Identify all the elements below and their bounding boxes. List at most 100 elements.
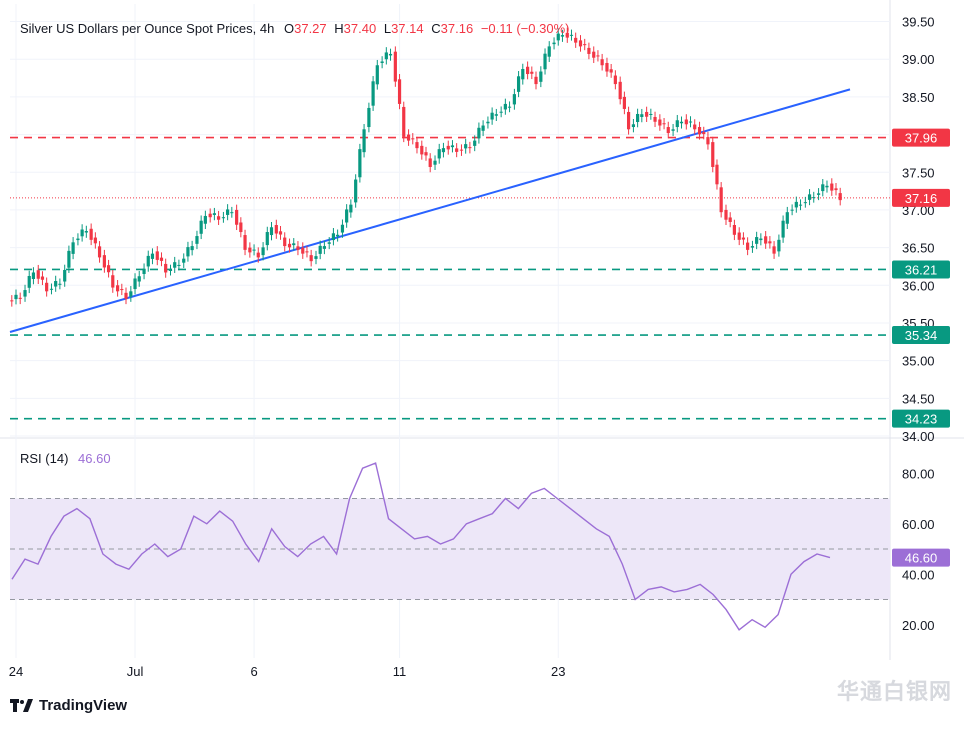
candle-body xyxy=(14,294,18,300)
candle-body xyxy=(583,44,587,46)
candle-body xyxy=(446,145,450,150)
candle-body xyxy=(397,79,402,104)
candle-body xyxy=(530,71,534,74)
rsi-label: RSI (14) xyxy=(20,451,69,466)
time-tick-label: Jul xyxy=(127,664,144,679)
candle-body xyxy=(459,149,464,151)
candle-body xyxy=(230,212,234,214)
candle-body xyxy=(120,289,124,291)
tradingview-logo-icon xyxy=(10,698,33,712)
candle-body xyxy=(732,225,736,235)
candle-body xyxy=(759,238,763,241)
level-badge xyxy=(892,260,950,279)
open-label: O xyxy=(283,21,295,36)
candle-body xyxy=(473,140,477,146)
candle-body xyxy=(248,247,252,253)
candle-body xyxy=(411,138,415,140)
candle-body xyxy=(278,231,283,235)
candle-body xyxy=(124,292,128,299)
candle-body xyxy=(534,76,538,85)
candle-body xyxy=(600,59,604,66)
candle-body xyxy=(58,283,62,285)
candle-body xyxy=(203,215,207,224)
candle-body xyxy=(697,127,702,135)
rsi-value-badge xyxy=(892,548,950,567)
candle-body xyxy=(84,231,88,233)
candle-body xyxy=(578,40,583,47)
high-label: H xyxy=(334,21,344,36)
rsi-series-line xyxy=(11,462,831,631)
level-badge xyxy=(892,188,950,207)
candle-body xyxy=(54,281,58,287)
candle-body xyxy=(261,247,265,256)
price-tick-label: 35.00 xyxy=(902,354,935,369)
candle-body xyxy=(93,237,97,244)
candle-body xyxy=(675,120,679,128)
candle-body xyxy=(252,249,256,251)
candle-body xyxy=(283,237,287,247)
candle-body xyxy=(345,209,349,223)
candle-body xyxy=(49,288,54,290)
candle-body xyxy=(838,193,842,201)
candle-body xyxy=(499,111,503,113)
candle-body xyxy=(31,272,36,280)
candle-body xyxy=(190,246,194,251)
candle-body xyxy=(221,217,226,219)
candle-body xyxy=(477,127,481,139)
candle-body xyxy=(256,252,260,258)
candle-body xyxy=(164,263,168,273)
candle-body xyxy=(503,103,507,110)
candle-body xyxy=(40,276,45,280)
price-tick-label: 34.00 xyxy=(902,429,935,444)
candle-body xyxy=(618,81,622,100)
candle-body xyxy=(481,125,485,131)
candle-body xyxy=(269,227,274,236)
level-badge-label: 35.34 xyxy=(905,328,938,343)
candle-body xyxy=(785,212,789,224)
candle-body xyxy=(111,275,115,288)
candle-body xyxy=(424,152,428,156)
tradingview-wordmark: TradingView xyxy=(39,697,128,714)
candle-body xyxy=(565,32,569,38)
candle-body xyxy=(358,149,362,178)
candle-body xyxy=(609,69,613,73)
candle-body xyxy=(539,71,543,82)
rsi-value-badge-label: 46.60 xyxy=(905,551,938,566)
candle-body xyxy=(371,81,375,106)
candle-body xyxy=(715,164,719,185)
candle-body xyxy=(807,194,812,200)
candle-body xyxy=(755,237,759,244)
candle-body xyxy=(18,297,22,299)
candle-body xyxy=(803,202,807,204)
candle-body xyxy=(441,148,446,153)
candle-body xyxy=(560,35,565,37)
candle-body xyxy=(790,209,794,211)
rsi-tick-label: 20.00 xyxy=(902,618,935,633)
candle-body xyxy=(27,275,31,288)
candle-body xyxy=(653,116,657,122)
candle-body xyxy=(380,61,384,63)
candle-body xyxy=(433,160,437,165)
candle-body xyxy=(265,232,269,246)
candle-body xyxy=(287,243,292,248)
candle-body xyxy=(631,124,636,128)
time-tick-label: 23 xyxy=(551,664,565,679)
price-tick-label: 39.00 xyxy=(902,52,935,67)
candle-body xyxy=(613,75,617,85)
candle-body xyxy=(428,158,432,167)
tradingview-brand[interactable]: TradingView xyxy=(10,697,127,714)
candle-body xyxy=(76,238,80,241)
candle-body xyxy=(305,251,309,253)
time-tick-label: 6 xyxy=(250,664,257,679)
level-badge-label: 36.21 xyxy=(905,262,938,277)
candle-body xyxy=(318,245,322,254)
candle-body xyxy=(574,37,578,43)
open-value: 37.27 xyxy=(294,21,327,36)
candle-body xyxy=(243,235,247,250)
candle-body xyxy=(375,65,379,85)
candle-body xyxy=(825,185,829,188)
candle-body xyxy=(129,291,133,297)
candle-body xyxy=(362,129,366,153)
candle-body xyxy=(301,247,305,254)
candle-body xyxy=(349,204,353,213)
